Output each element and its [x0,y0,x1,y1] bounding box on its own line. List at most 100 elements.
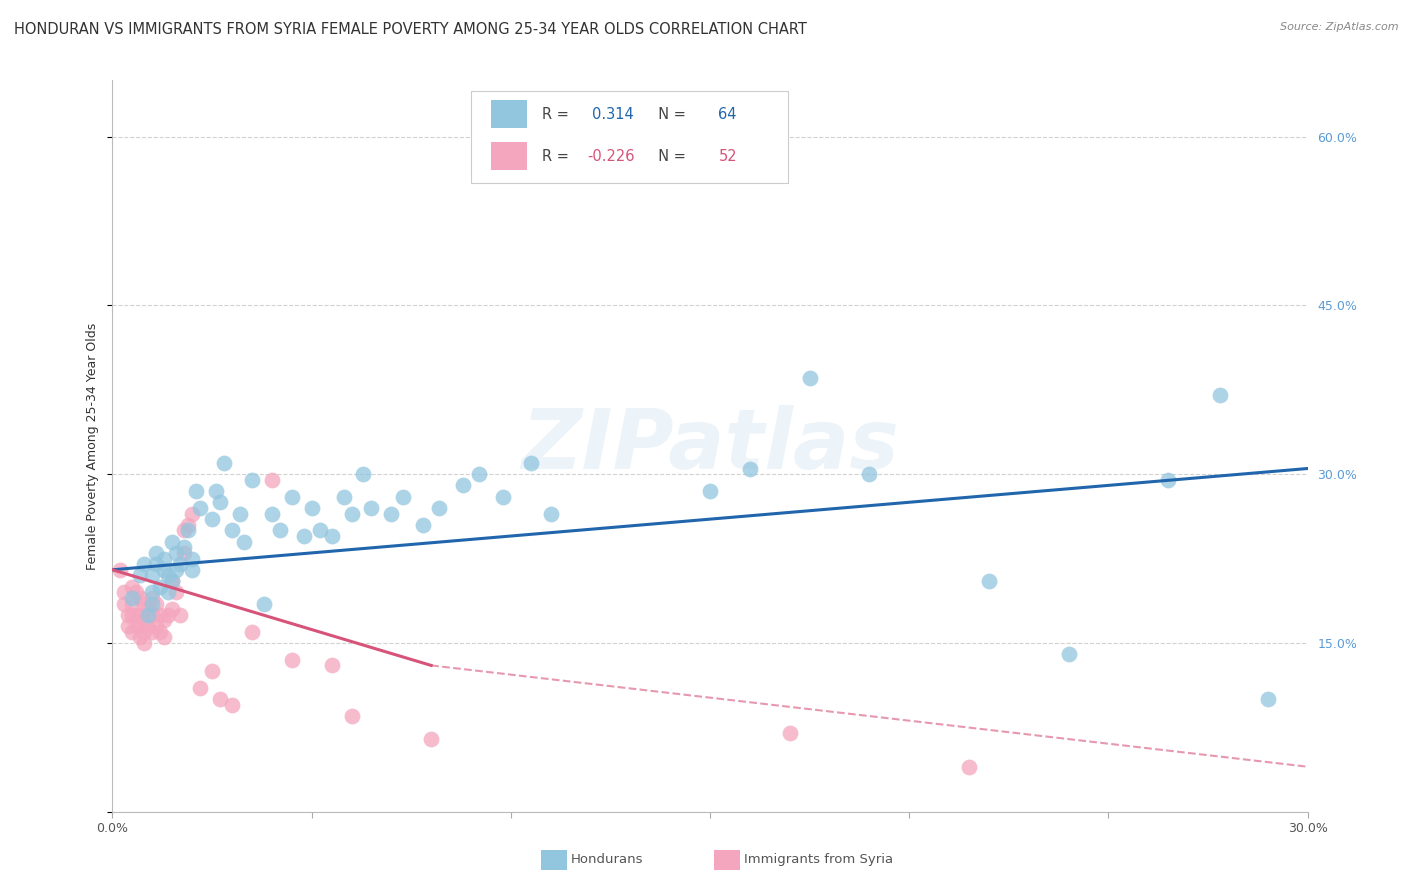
Point [141,591,163,605]
Point [145,546,167,560]
Point [165,563,187,577]
Point [292,529,315,543]
Point [779,726,801,740]
Point [162,534,183,549]
Point [129,591,152,605]
Point [212,456,235,470]
Point [321,658,343,673]
Text: 0.314: 0.314 [592,107,634,122]
Point [149,607,172,622]
Point [221,524,243,538]
Text: R =: R = [541,107,578,122]
Point [157,568,180,582]
Point [141,568,163,582]
Point [181,507,204,521]
Point [134,624,156,639]
Point [540,507,562,521]
Point [1209,388,1232,402]
Point [799,371,821,385]
Point [121,624,143,639]
Point [240,624,263,639]
Point [169,607,191,622]
Point [165,585,187,599]
Point [177,524,200,538]
Point [162,574,183,588]
Point [145,619,167,633]
Text: ZIPatlas: ZIPatlas [522,406,898,486]
Point [699,483,721,498]
Point [162,574,183,588]
Text: N =: N = [650,107,690,122]
Point [738,461,761,475]
Point [153,630,176,644]
Point [134,614,156,628]
Point [134,597,156,611]
Point [308,524,330,538]
Point [260,473,283,487]
Point [332,490,354,504]
Point [281,653,304,667]
Text: Hondurans: Hondurans [571,854,644,866]
Point [353,467,375,482]
Point [141,597,163,611]
Point [221,698,243,712]
Point [233,534,256,549]
Point [451,478,474,492]
Point [420,731,443,746]
Point [149,580,172,594]
Point [138,602,160,616]
Point [186,483,208,498]
Point [129,630,152,644]
Text: Immigrants from Syria: Immigrants from Syria [744,854,893,866]
Point [1157,473,1180,487]
Text: 64: 64 [718,107,737,122]
Point [129,607,152,622]
Point [134,636,156,650]
Point [321,529,343,543]
Point [145,597,167,611]
Point [125,585,148,599]
Point [121,591,143,605]
Point [260,507,283,521]
Y-axis label: Female Poverty Among 25-34 Year Olds: Female Poverty Among 25-34 Year Olds [86,322,100,570]
Point [162,602,183,616]
Point [121,597,143,611]
Point [412,517,434,532]
Point [141,585,163,599]
Point [188,681,211,695]
Point [177,517,200,532]
Point [181,551,204,566]
Point [153,563,176,577]
Point [392,490,415,504]
Point [153,551,176,566]
Point [281,490,304,504]
Text: -0.226: -0.226 [586,149,634,164]
Point [121,580,143,594]
Point [114,597,135,611]
Point [301,500,323,515]
Text: 52: 52 [718,149,737,164]
Point [340,709,363,723]
Point [125,619,148,633]
Point [129,568,152,582]
Point [165,546,187,560]
Text: R =: R = [541,149,574,164]
Point [153,614,176,628]
FancyBboxPatch shape [491,143,527,170]
Point [125,607,148,622]
Point [110,563,132,577]
Point [114,585,135,599]
Point [209,495,232,509]
Point [340,507,363,521]
Point [468,467,491,482]
Point [201,664,224,678]
Point [141,607,163,622]
Point [520,456,543,470]
Point [173,524,195,538]
Point [117,619,139,633]
Point [134,557,156,571]
Point [157,607,180,622]
Point [173,541,195,555]
Text: HONDURAN VS IMMIGRANTS FROM SYRIA FEMALE POVERTY AMONG 25-34 YEAR OLDS CORRELATI: HONDURAN VS IMMIGRANTS FROM SYRIA FEMALE… [14,22,807,37]
Point [269,524,291,538]
